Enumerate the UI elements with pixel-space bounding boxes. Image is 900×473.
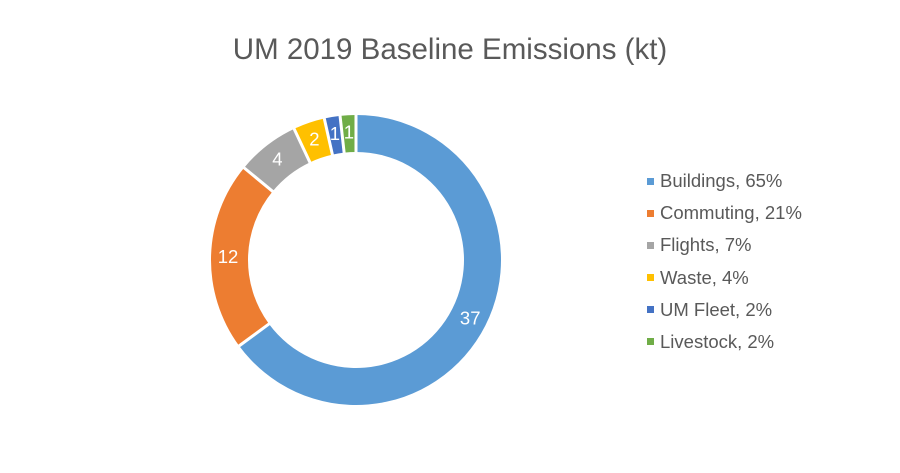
legend-marker-icon [647, 306, 654, 314]
data-label-commuting: 12 [218, 246, 239, 267]
legend-item-waste: Waste, 4% [647, 267, 802, 289]
legend-item-commuting: Commuting, 21% [647, 202, 802, 224]
legend-label: Commuting, 21% [660, 202, 802, 224]
chart-title: UM 2019 Baseline Emissions (kt) [232, 33, 668, 66]
slice-separator [322, 116, 335, 157]
legend-marker-icon [647, 209, 654, 217]
legend-marker-icon [647, 177, 654, 185]
data-label-flights: 4 [272, 148, 282, 169]
donut-slice-waste [294, 118, 333, 163]
legend-label: Buildings, 65% [660, 170, 783, 191]
data-label-waste: 2 [309, 128, 319, 149]
legend-label: Flights, 7% [660, 234, 752, 256]
data-label-um-fleet: 1 [330, 123, 340, 144]
legend-item-flights: Flights, 7% [647, 234, 802, 256]
legend-label: Waste, 4% [660, 266, 749, 288]
legend-marker-icon [647, 338, 654, 346]
legend-marker-icon [647, 274, 654, 282]
data-label-livestock: 1 [344, 122, 354, 143]
legend-item-um-fleet: UM Fleet, 2% [647, 299, 802, 321]
donut-slice-um-fleet [324, 115, 345, 155]
slice-separator [292, 126, 312, 165]
donut-slice-flights [244, 128, 310, 192]
legend-item-buildings: Buildings, 65% [647, 170, 802, 192]
slice-separator [237, 321, 272, 348]
donut-slice-commuting [210, 167, 273, 346]
slice-separator [338, 114, 346, 155]
data-label-buildings: 37 [460, 307, 481, 328]
slice-separator [241, 165, 275, 194]
legend-marker-icon [647, 241, 654, 249]
chart-legend: Buildings, 65% Commuting, 21% Flights, 7% W… [647, 170, 802, 363]
legend-item-livestock: Livestock, 2% [647, 331, 802, 353]
legend-label: UM Fleet, 2% [660, 298, 773, 320]
legend-label: Livestock, 2% [660, 330, 775, 352]
